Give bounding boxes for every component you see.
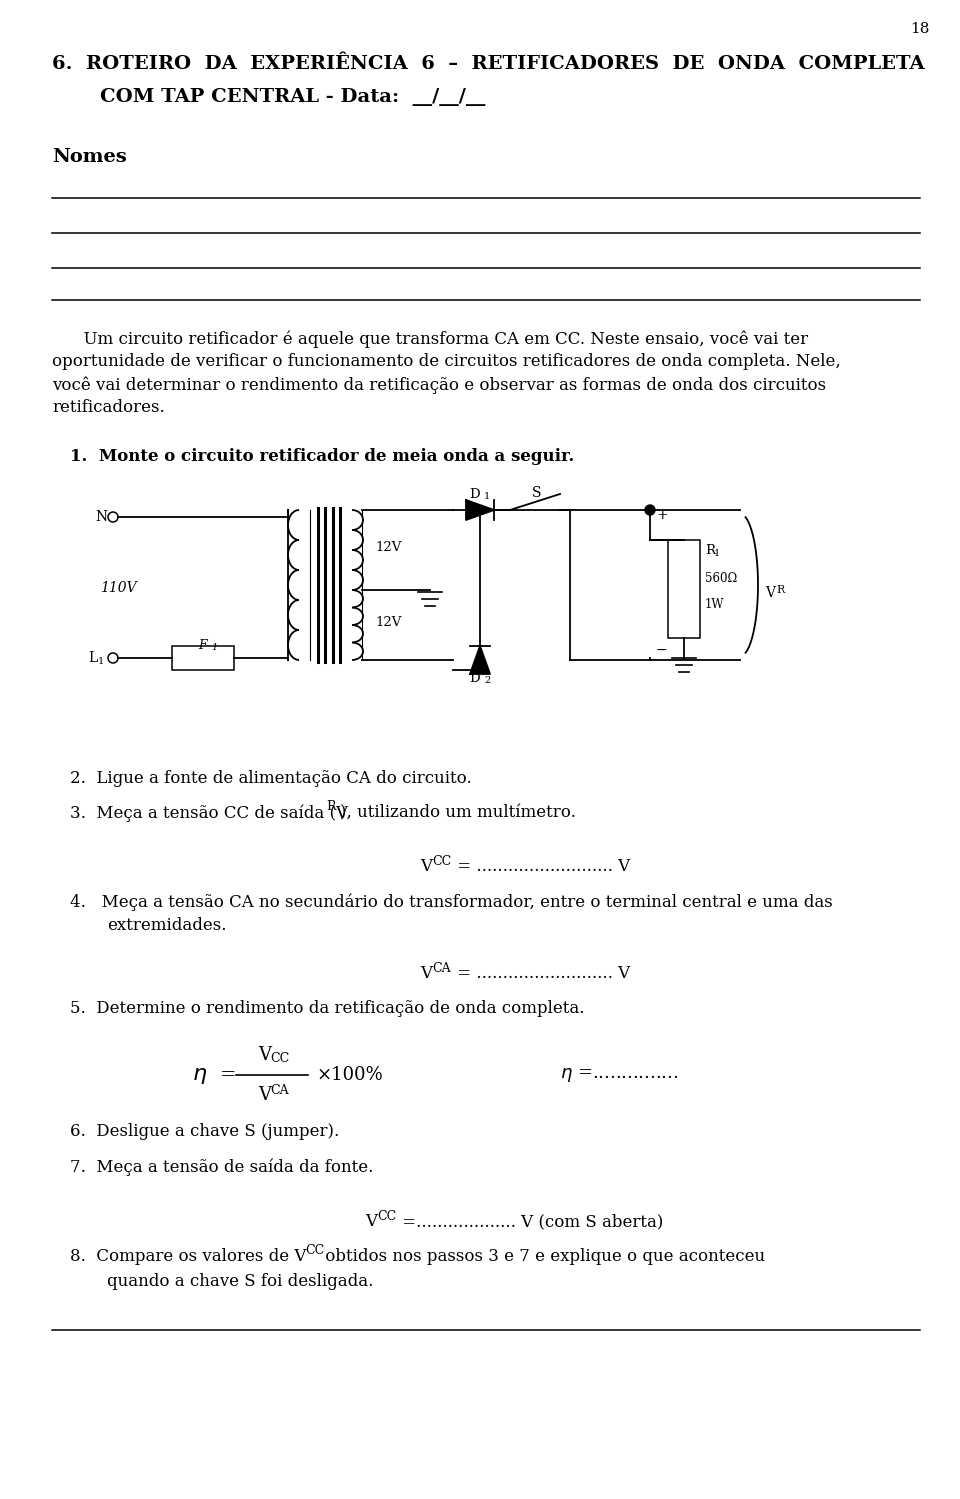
Text: +: +: [656, 508, 667, 522]
Text: 6.  ROTEIRO  DA  EXPERIÊNCIA  6  –  RETIFICADORES  DE  ONDA  COMPLETA: 6. ROTEIRO DA EXPERIÊNCIA 6 – RETIFICADO…: [52, 55, 924, 73]
Text: 1W: 1W: [705, 598, 725, 610]
Text: Nomes: Nomes: [52, 148, 127, 166]
Text: CC: CC: [432, 854, 451, 868]
Text: V: V: [258, 1085, 271, 1103]
Text: 8.  Compare os valores de V: 8. Compare os valores de V: [70, 1249, 306, 1265]
Text: 110V: 110V: [100, 582, 136, 595]
Text: ×100%: ×100%: [317, 1066, 384, 1084]
Text: L: L: [88, 651, 97, 666]
Text: 4.   Meça a tensão CA no secundário do transformador, entre o terminal central e: 4. Meça a tensão CA no secundário do tra…: [70, 893, 832, 910]
Text: V: V: [365, 1213, 377, 1231]
Text: R: R: [776, 585, 784, 595]
Text: 5.  Determine o rendimento da retificação de onda completa.: 5. Determine o rendimento da retificação…: [70, 1000, 585, 1016]
Text: V: V: [258, 1046, 271, 1064]
Text: 2: 2: [484, 676, 491, 685]
Text: 12V: 12V: [375, 541, 401, 553]
Text: =: =: [220, 1066, 236, 1084]
Text: V: V: [420, 965, 432, 982]
Text: R: R: [705, 544, 715, 556]
Text: 1: 1: [98, 657, 105, 666]
Text: 7.  Meça a tensão de saída da fonte.: 7. Meça a tensão de saída da fonte.: [70, 1159, 373, 1175]
Text: V: V: [420, 857, 432, 875]
Text: D: D: [469, 672, 480, 685]
Bar: [172, 646, 234, 670]
Text: CC: CC: [305, 1244, 324, 1258]
Text: CA: CA: [432, 962, 450, 974]
Text: 18: 18: [910, 22, 929, 36]
Text: −: −: [656, 643, 667, 657]
Text: 3.  Meça a tensão CC de saída (V: 3. Meça a tensão CC de saída (V: [70, 803, 348, 821]
Text: 2.  Ligue a fonte de alimentação CA do circuito.: 2. Ligue a fonte de alimentação CA do ci…: [70, 770, 471, 787]
Text: 1.  Monte o circuito retificador de meia onda a seguir.: 1. Monte o circuito retificador de meia …: [70, 448, 574, 465]
Text: quando a chave S foi desligada.: quando a chave S foi desligada.: [107, 1273, 373, 1291]
Polygon shape: [470, 646, 490, 675]
Text: extremidades.: extremidades.: [107, 917, 227, 934]
Text: você vai determinar o rendimento da retificação e observar as formas de onda dos: você vai determinar o rendimento da reti…: [52, 376, 827, 394]
Text: CC: CC: [377, 1210, 396, 1223]
Circle shape: [645, 505, 655, 516]
Text: 1: 1: [211, 643, 217, 652]
Text: 12V: 12V: [375, 616, 401, 628]
Text: CC: CC: [270, 1052, 289, 1066]
Text: ), utilizando um multímetro.: ), utilizando um multímetro.: [340, 803, 576, 821]
Text: oportunidade de verificar o funcionamento de circuitos retificadores de onda com: oportunidade de verificar o funcionament…: [52, 352, 841, 370]
Text: N: N: [95, 510, 108, 525]
Text: 1: 1: [484, 492, 491, 501]
Text: obtidos nos passos 3 e 7 e explique o que aconteceu: obtidos nos passos 3 e 7 e explique o qu…: [320, 1249, 765, 1265]
Text: retificadores.: retificadores.: [52, 399, 165, 417]
Text: 560Ω: 560Ω: [705, 571, 737, 585]
Text: V: V: [765, 586, 775, 600]
Text: = .......................... V: = .......................... V: [452, 965, 630, 982]
Text: 1: 1: [714, 549, 720, 558]
Text: 6.  Desligue a chave S (jumper).: 6. Desligue a chave S (jumper).: [70, 1123, 339, 1141]
Text: R: R: [326, 800, 335, 812]
Text: = .......................... V: = .......................... V: [452, 857, 630, 875]
Text: COM TAP CENTRAL - Data:  __/__/__: COM TAP CENTRAL - Data: __/__/__: [100, 88, 486, 106]
Text: F: F: [199, 639, 207, 652]
Text: =................... V (com S aberta): =................... V (com S aberta): [397, 1213, 663, 1231]
Text: CA: CA: [270, 1084, 289, 1097]
Text: $\eta$ =...............: $\eta$ =...............: [560, 1066, 679, 1084]
Text: D: D: [469, 487, 480, 501]
Text: Um circuito retificador é aquele que transforma CA em CC. Neste ensaio, você vai: Um circuito retificador é aquele que tra…: [52, 330, 808, 348]
Text: $\eta$: $\eta$: [192, 1064, 207, 1085]
Polygon shape: [466, 501, 494, 520]
Bar: [668, 540, 700, 639]
Text: S: S: [532, 486, 541, 501]
